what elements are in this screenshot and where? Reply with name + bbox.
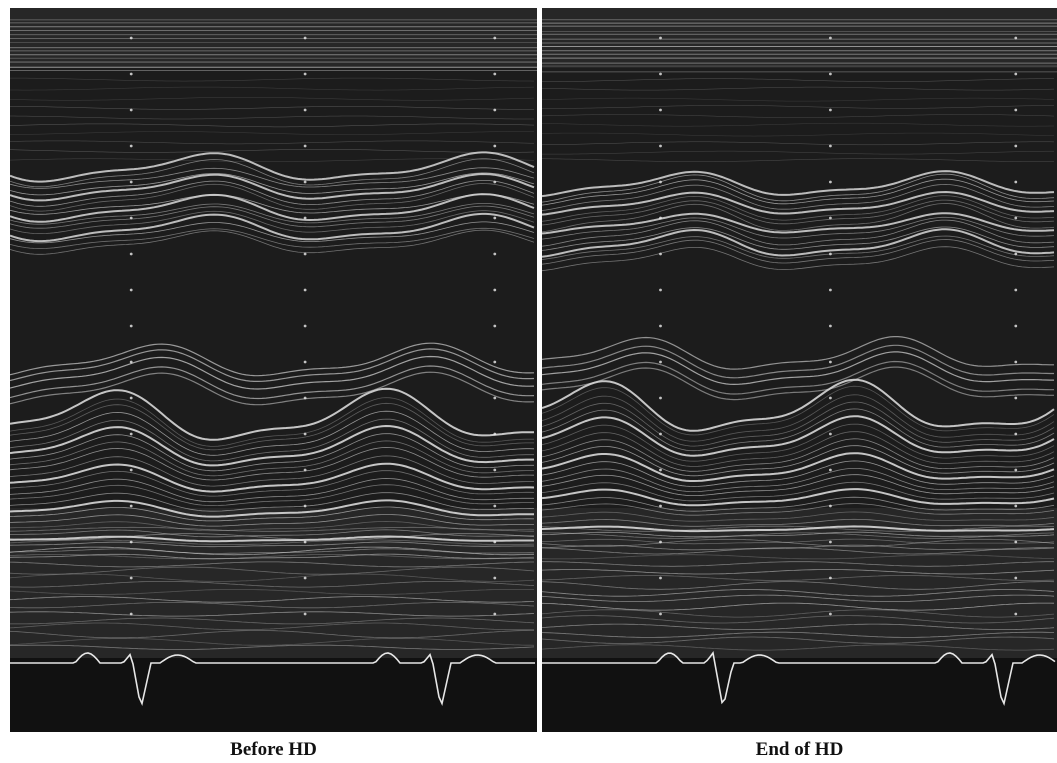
- caption-end-of-hd: End of HD: [755, 739, 844, 760]
- caption-before-hd: Before HD: [230, 739, 317, 760]
- echo-panel-after: [542, 8, 1057, 732]
- m-mode-echo-image-after: [542, 8, 1057, 732]
- echo-panel-before: [10, 8, 537, 732]
- m-mode-echo-image-before: [10, 8, 537, 732]
